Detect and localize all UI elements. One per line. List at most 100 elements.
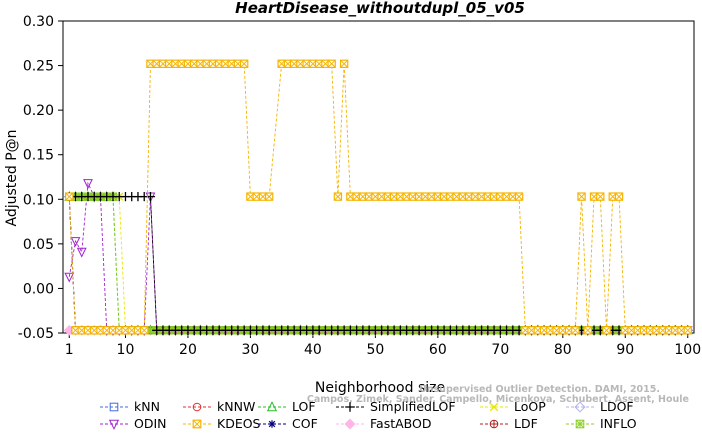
legend-label: ODIN <box>134 416 167 431</box>
y-tick-label: 0.05 <box>23 237 54 253</box>
y-tick-label: 0.25 <box>23 59 54 75</box>
legend-item-knnw: kNNW <box>183 399 255 414</box>
legend-swatch-marker <box>108 419 120 430</box>
legend-item-inflo: INFLO <box>566 416 637 431</box>
series-line-knn <box>68 196 688 331</box>
x-tick-label: 80 <box>554 342 572 358</box>
data-point <box>583 326 592 335</box>
series-line-ldf <box>68 196 688 331</box>
data-point <box>571 326 580 335</box>
legend-label: LDOF <box>600 399 634 414</box>
legend-label: LoOP <box>514 399 546 414</box>
legend-swatch-marker <box>192 419 202 429</box>
series-odin <box>64 179 693 337</box>
watermark-line-1: Campos, Zimek, Sander, Campello, Micenko… <box>307 394 689 405</box>
data-point <box>83 179 93 189</box>
legend-item-knn: kNN <box>100 399 160 414</box>
data-point <box>264 192 274 201</box>
data-point <box>327 59 336 68</box>
legend: kNN kNNW LOF SimplifiedLOF LoOP LDOF ODIN KDEOS… <box>100 399 637 431</box>
legend-label: kNN <box>134 399 160 414</box>
series-simplifiedlof <box>64 192 693 335</box>
data-point <box>596 192 605 201</box>
x-tick-label: 50 <box>366 342 384 358</box>
legend-swatch-marker <box>266 401 278 412</box>
legend-label: kNNW <box>217 399 255 414</box>
legend-swatch-marker <box>268 420 276 428</box>
legend-swatch-marker <box>109 402 119 412</box>
series-kdeos <box>65 59 692 335</box>
x-tick-label: 90 <box>616 342 634 358</box>
legend-label: LOF <box>292 399 316 414</box>
data-point <box>64 272 75 283</box>
x-tick-label: 30 <box>242 342 260 358</box>
chart-title: HeartDisease_withoutdupl_05_v05 <box>235 0 525 17</box>
data-point <box>65 192 74 201</box>
series-line-knnw <box>68 196 688 331</box>
series-line-odin <box>68 181 688 331</box>
y-tick-label: 0.00 <box>23 281 54 297</box>
legend-item-lof: LOF <box>258 399 316 414</box>
y-tick-label: 0.10 <box>23 192 54 208</box>
data-point <box>239 59 249 68</box>
legend-item-kdeos: KDEOS <box>183 416 261 431</box>
legend-swatch-marker <box>574 401 586 413</box>
series-inflo <box>65 192 692 335</box>
y-tick-label: 0.30 <box>23 14 54 30</box>
legend-swatch-marker <box>345 402 355 412</box>
x-tick-label: 10 <box>117 342 135 358</box>
x-tick-label: 100 <box>674 342 701 358</box>
legend-item-ldf: LDF <box>480 416 538 431</box>
data-point <box>76 247 87 258</box>
y-tick-label: -0.05 <box>18 326 54 342</box>
x-tick-label: 40 <box>304 342 322 358</box>
legend-item-ldof: LDOF <box>566 399 634 414</box>
data-point <box>514 192 524 201</box>
series-knn <box>65 192 692 335</box>
data-point <box>140 326 149 335</box>
series-ldf <box>65 192 692 335</box>
data-point <box>683 326 692 335</box>
legend-swatch-marker <box>575 419 585 429</box>
data-point <box>333 192 343 201</box>
x-tick-label: 60 <box>429 342 447 358</box>
legend-swatch-marker <box>192 402 202 412</box>
data-point <box>339 59 349 68</box>
series-line-simplifiedlof <box>69 196 688 331</box>
series-line-loop <box>69 196 688 331</box>
legend-item-simplifiedlof: SimplifiedLOF <box>336 399 456 414</box>
legend-label: KDEOS <box>217 416 261 431</box>
x-axis-label: Neighborhood size <box>315 380 445 396</box>
data-point <box>70 237 81 247</box>
series-cof <box>65 193 692 334</box>
series-line-lof <box>69 196 688 331</box>
legend-swatch-marker <box>344 418 356 430</box>
legend-label: COF <box>292 416 318 431</box>
series-lof <box>64 190 693 335</box>
legend-label: INFLO <box>600 416 637 431</box>
x-tick-label: 20 <box>179 342 197 358</box>
watermark-line-2: Unsupervised Outlier Detection. DAMI, 20… <box>419 384 660 395</box>
series-line-cof <box>68 196 688 331</box>
series-line-inflo <box>69 196 688 331</box>
y-tick-label: 0.20 <box>23 103 54 119</box>
x-tick-label: 1 <box>65 342 74 358</box>
legend-swatch-marker <box>489 402 499 412</box>
data-point <box>577 192 586 201</box>
legend-label: FastABOD <box>370 416 432 431</box>
legend-item-odin: ODIN <box>100 416 167 431</box>
legend-swatch-marker <box>489 419 499 429</box>
series-loop <box>65 192 692 335</box>
legend-item-fastabod: FastABOD <box>336 416 432 431</box>
data-point <box>602 326 611 335</box>
legend-label: LDF <box>514 416 538 431</box>
legend-item-cof: COF <box>258 416 318 431</box>
data-point <box>614 192 624 201</box>
series-knnw <box>65 192 692 335</box>
plot-area: -0.05 0.00 0.05 0.10 0.15 0.20 0.25 0.30 1 10 20 30… <box>18 14 701 358</box>
legend-label: SimplifiedLOF <box>370 399 456 414</box>
x-tick-label: 70 <box>491 342 509 358</box>
y-tick-label: 0.15 <box>23 148 54 164</box>
y-axis-label: Adjusted P@n <box>4 129 20 226</box>
